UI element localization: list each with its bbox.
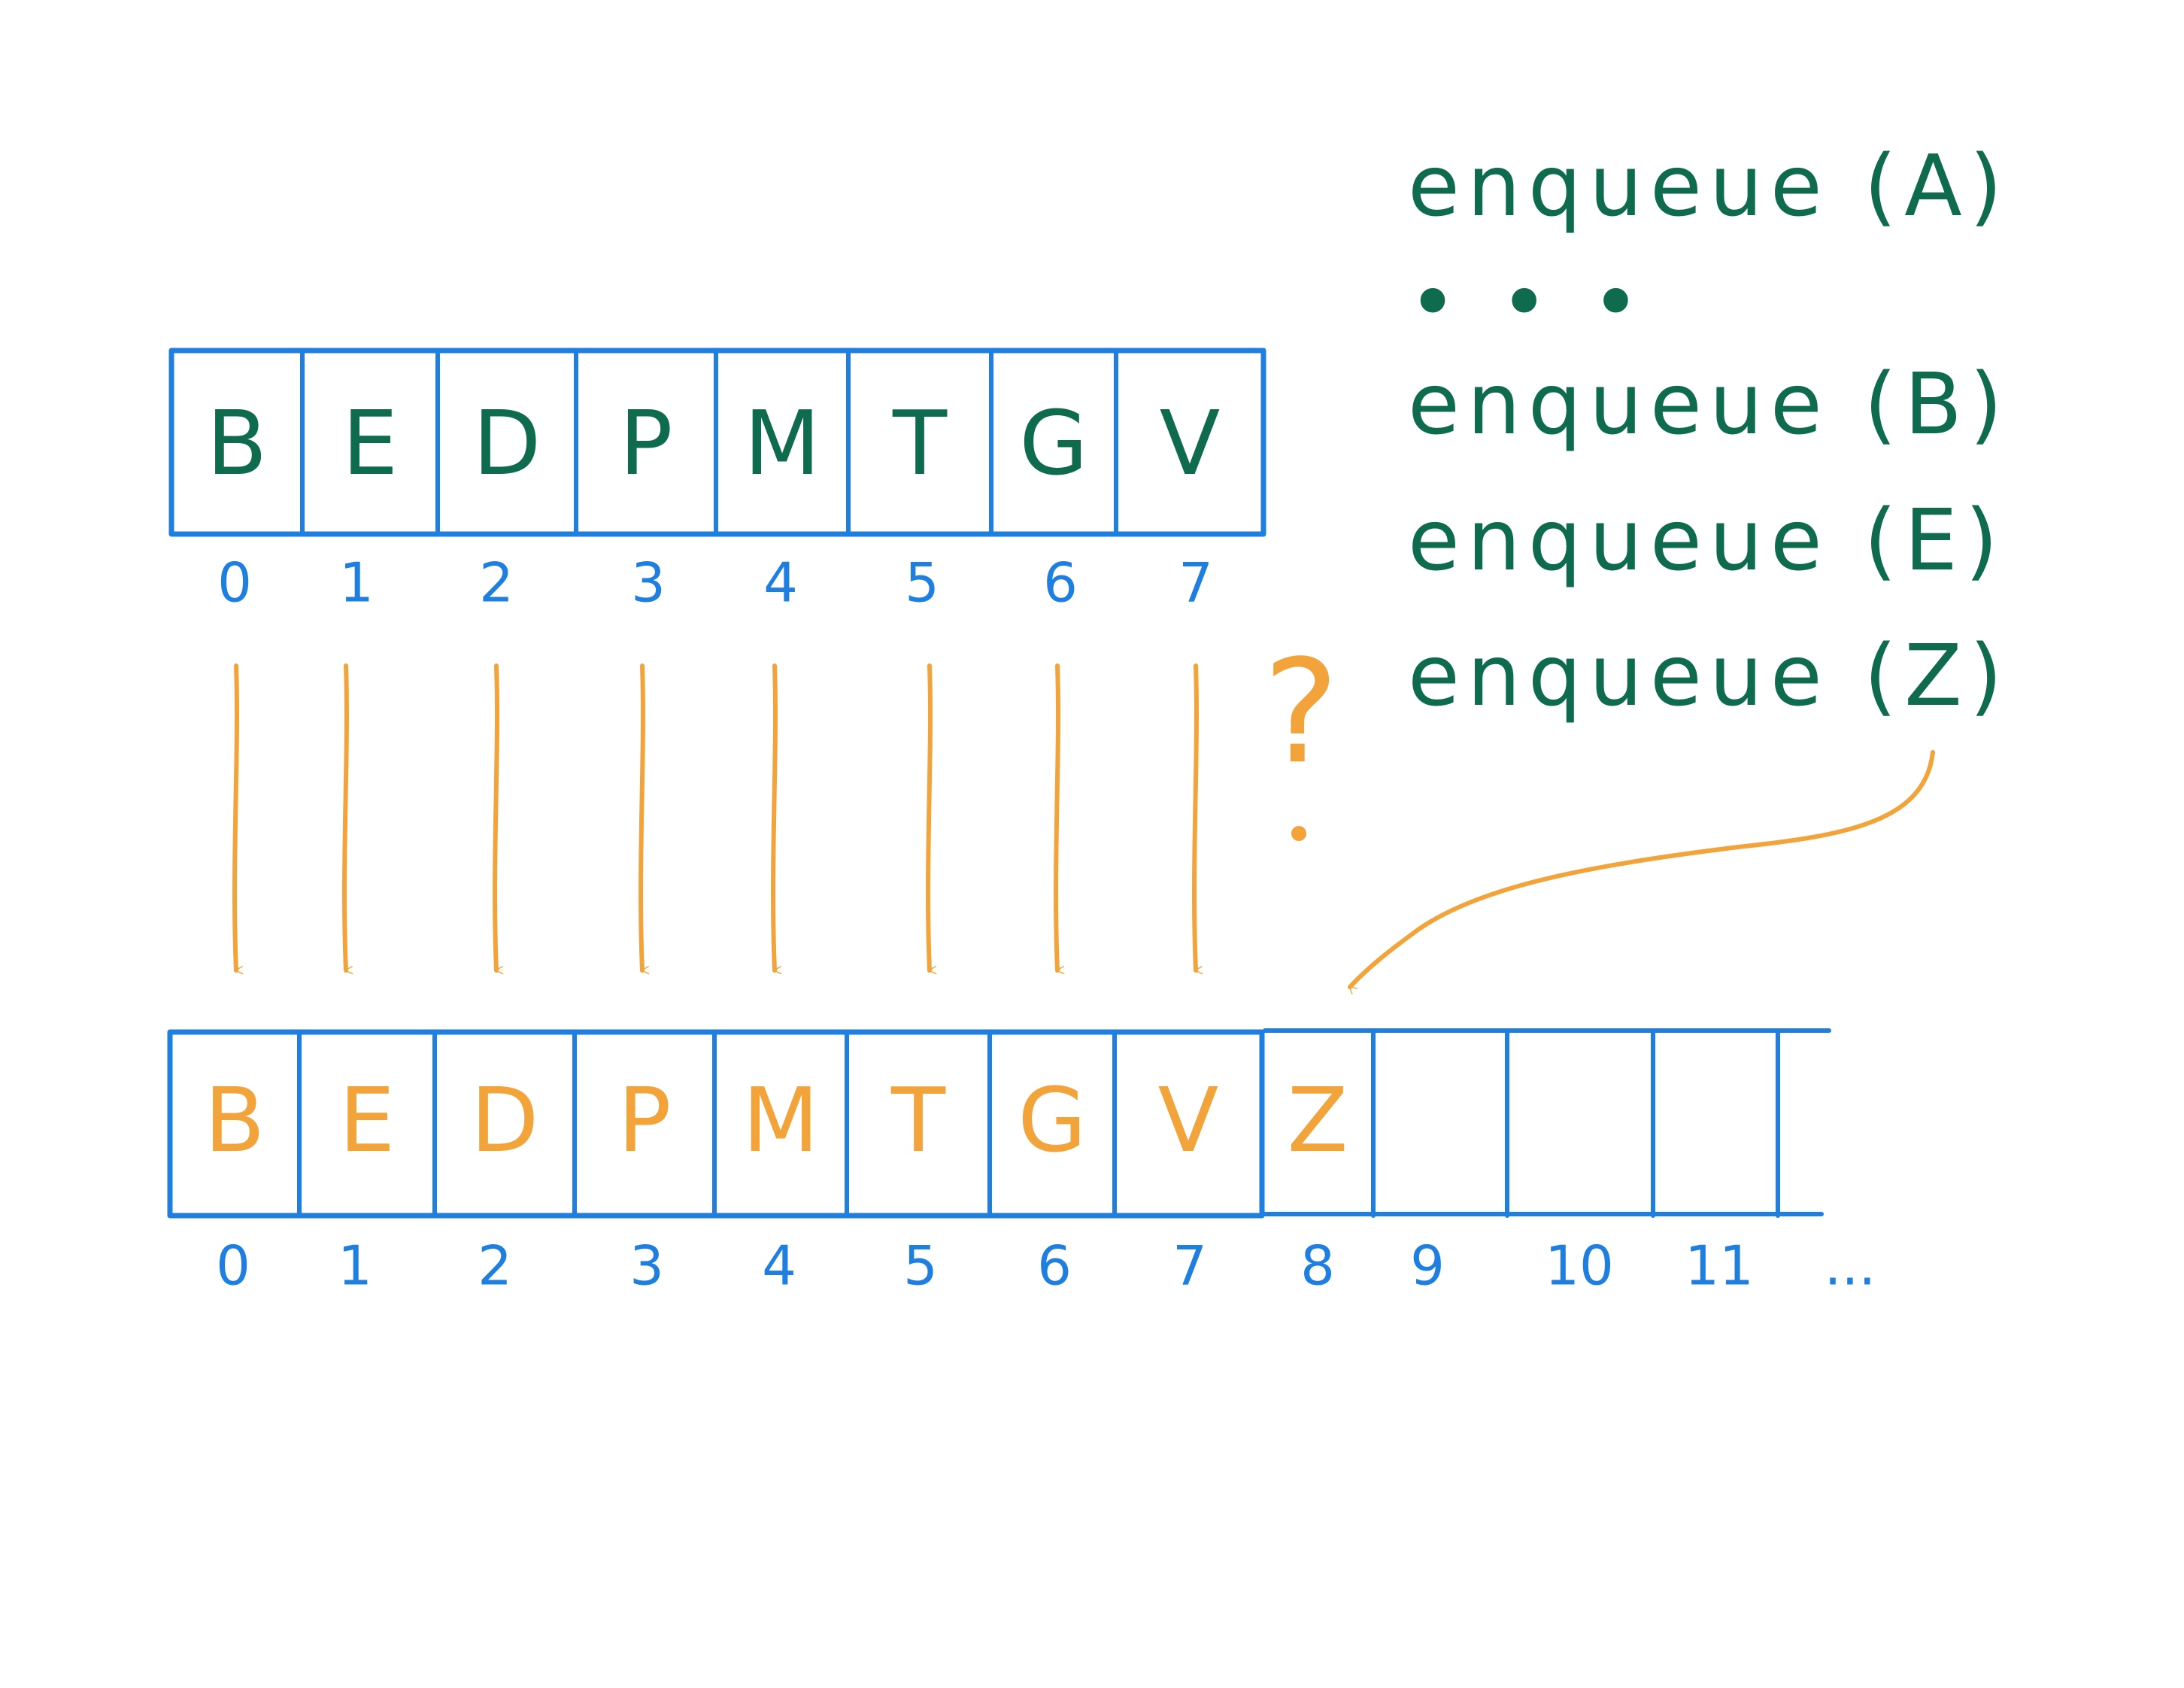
- original-array-cell: P: [619, 391, 672, 495]
- original-array-indices: 0 1 2 3 4 5 6 7: [217, 551, 1213, 615]
- resized-array-cell: P: [617, 1068, 671, 1172]
- question-mark-dot: [1291, 826, 1306, 841]
- resized-array-cell: G: [1018, 1068, 1086, 1172]
- resized-array-index: 7: [1172, 1234, 1207, 1298]
- resized-array-cell: D: [471, 1068, 539, 1172]
- resized-array-cell: E: [339, 1068, 396, 1172]
- resized-array-cell: B: [205, 1068, 265, 1172]
- copy-arrow: [232, 663, 237, 970]
- insert-arrow: [1348, 750, 1935, 987]
- copy-arrow: [1192, 663, 1197, 970]
- resized-array-index: 11: [1685, 1234, 1754, 1298]
- enqueue-operation: • • •: [1408, 254, 1648, 352]
- resized-array-cell: Z: [1288, 1068, 1348, 1172]
- original-array-index: 2: [479, 551, 514, 615]
- resized-array-indices: 0 1 2 3 4 5 6 7 8 9 10 11...: [216, 1234, 1876, 1298]
- copy-arrow: [342, 663, 347, 970]
- question-mark: ?: [1263, 629, 1339, 795]
- copy-arrow: [639, 663, 643, 970]
- resized-array-index: 2: [478, 1234, 512, 1298]
- original-array-index: 5: [905, 551, 939, 615]
- original-array-cell: M: [744, 391, 821, 495]
- original-array-index: 7: [1178, 551, 1213, 615]
- original-array-index: 6: [1043, 551, 1078, 615]
- enqueue-operation: enqueue (B): [1408, 356, 2010, 454]
- copy-arrow: [771, 663, 775, 970]
- resized-array-index: 10: [1545, 1234, 1614, 1298]
- original-array-cell: D: [473, 391, 541, 495]
- resized-array-index: 3: [629, 1234, 664, 1298]
- resized-array-index: 1: [338, 1234, 372, 1298]
- resized-array-index: ...: [1825, 1234, 1876, 1298]
- resized-array-index: 0: [216, 1234, 250, 1298]
- original-array-index: 0: [217, 551, 252, 615]
- original-array-cell: G: [1019, 391, 1087, 495]
- resized-array-index: 5: [903, 1234, 938, 1298]
- original-array-dividers: [300, 351, 1118, 536]
- copy-arrow: [1054, 663, 1058, 970]
- resized-array-index: 6: [1037, 1234, 1072, 1298]
- copy-arrows: [232, 663, 1197, 970]
- original-array-index: 3: [631, 551, 666, 615]
- original-array-cell: V: [1160, 391, 1221, 495]
- copy-arrow: [493, 663, 497, 970]
- original-array-cell: T: [892, 391, 948, 495]
- resized-array-cell: V: [1158, 1068, 1219, 1172]
- resized-array-cell: T: [890, 1068, 946, 1172]
- enqueue-operation: enqueue (E): [1408, 492, 2006, 590]
- enqueue-operation: enqueue (Z): [1408, 627, 2010, 725]
- resized-array-index: 9: [1410, 1234, 1445, 1298]
- original-array-cell: E: [342, 391, 399, 495]
- copy-arrow: [926, 663, 930, 970]
- resized-array-index: 8: [1300, 1234, 1335, 1298]
- enqueue-operation: enqueue (A): [1408, 138, 2010, 235]
- resized-array-cell: M: [742, 1068, 819, 1172]
- resized-array-index: 4: [762, 1234, 796, 1298]
- original-array-index: 1: [339, 551, 374, 615]
- enqueue-operations: enqueue (A) • • •enqueue (B) enqueue (E) en…: [1408, 138, 2010, 725]
- original-array-cell: B: [207, 391, 268, 495]
- original-array-index: 4: [763, 551, 798, 615]
- resized-array-dividers: [297, 1031, 1780, 1218]
